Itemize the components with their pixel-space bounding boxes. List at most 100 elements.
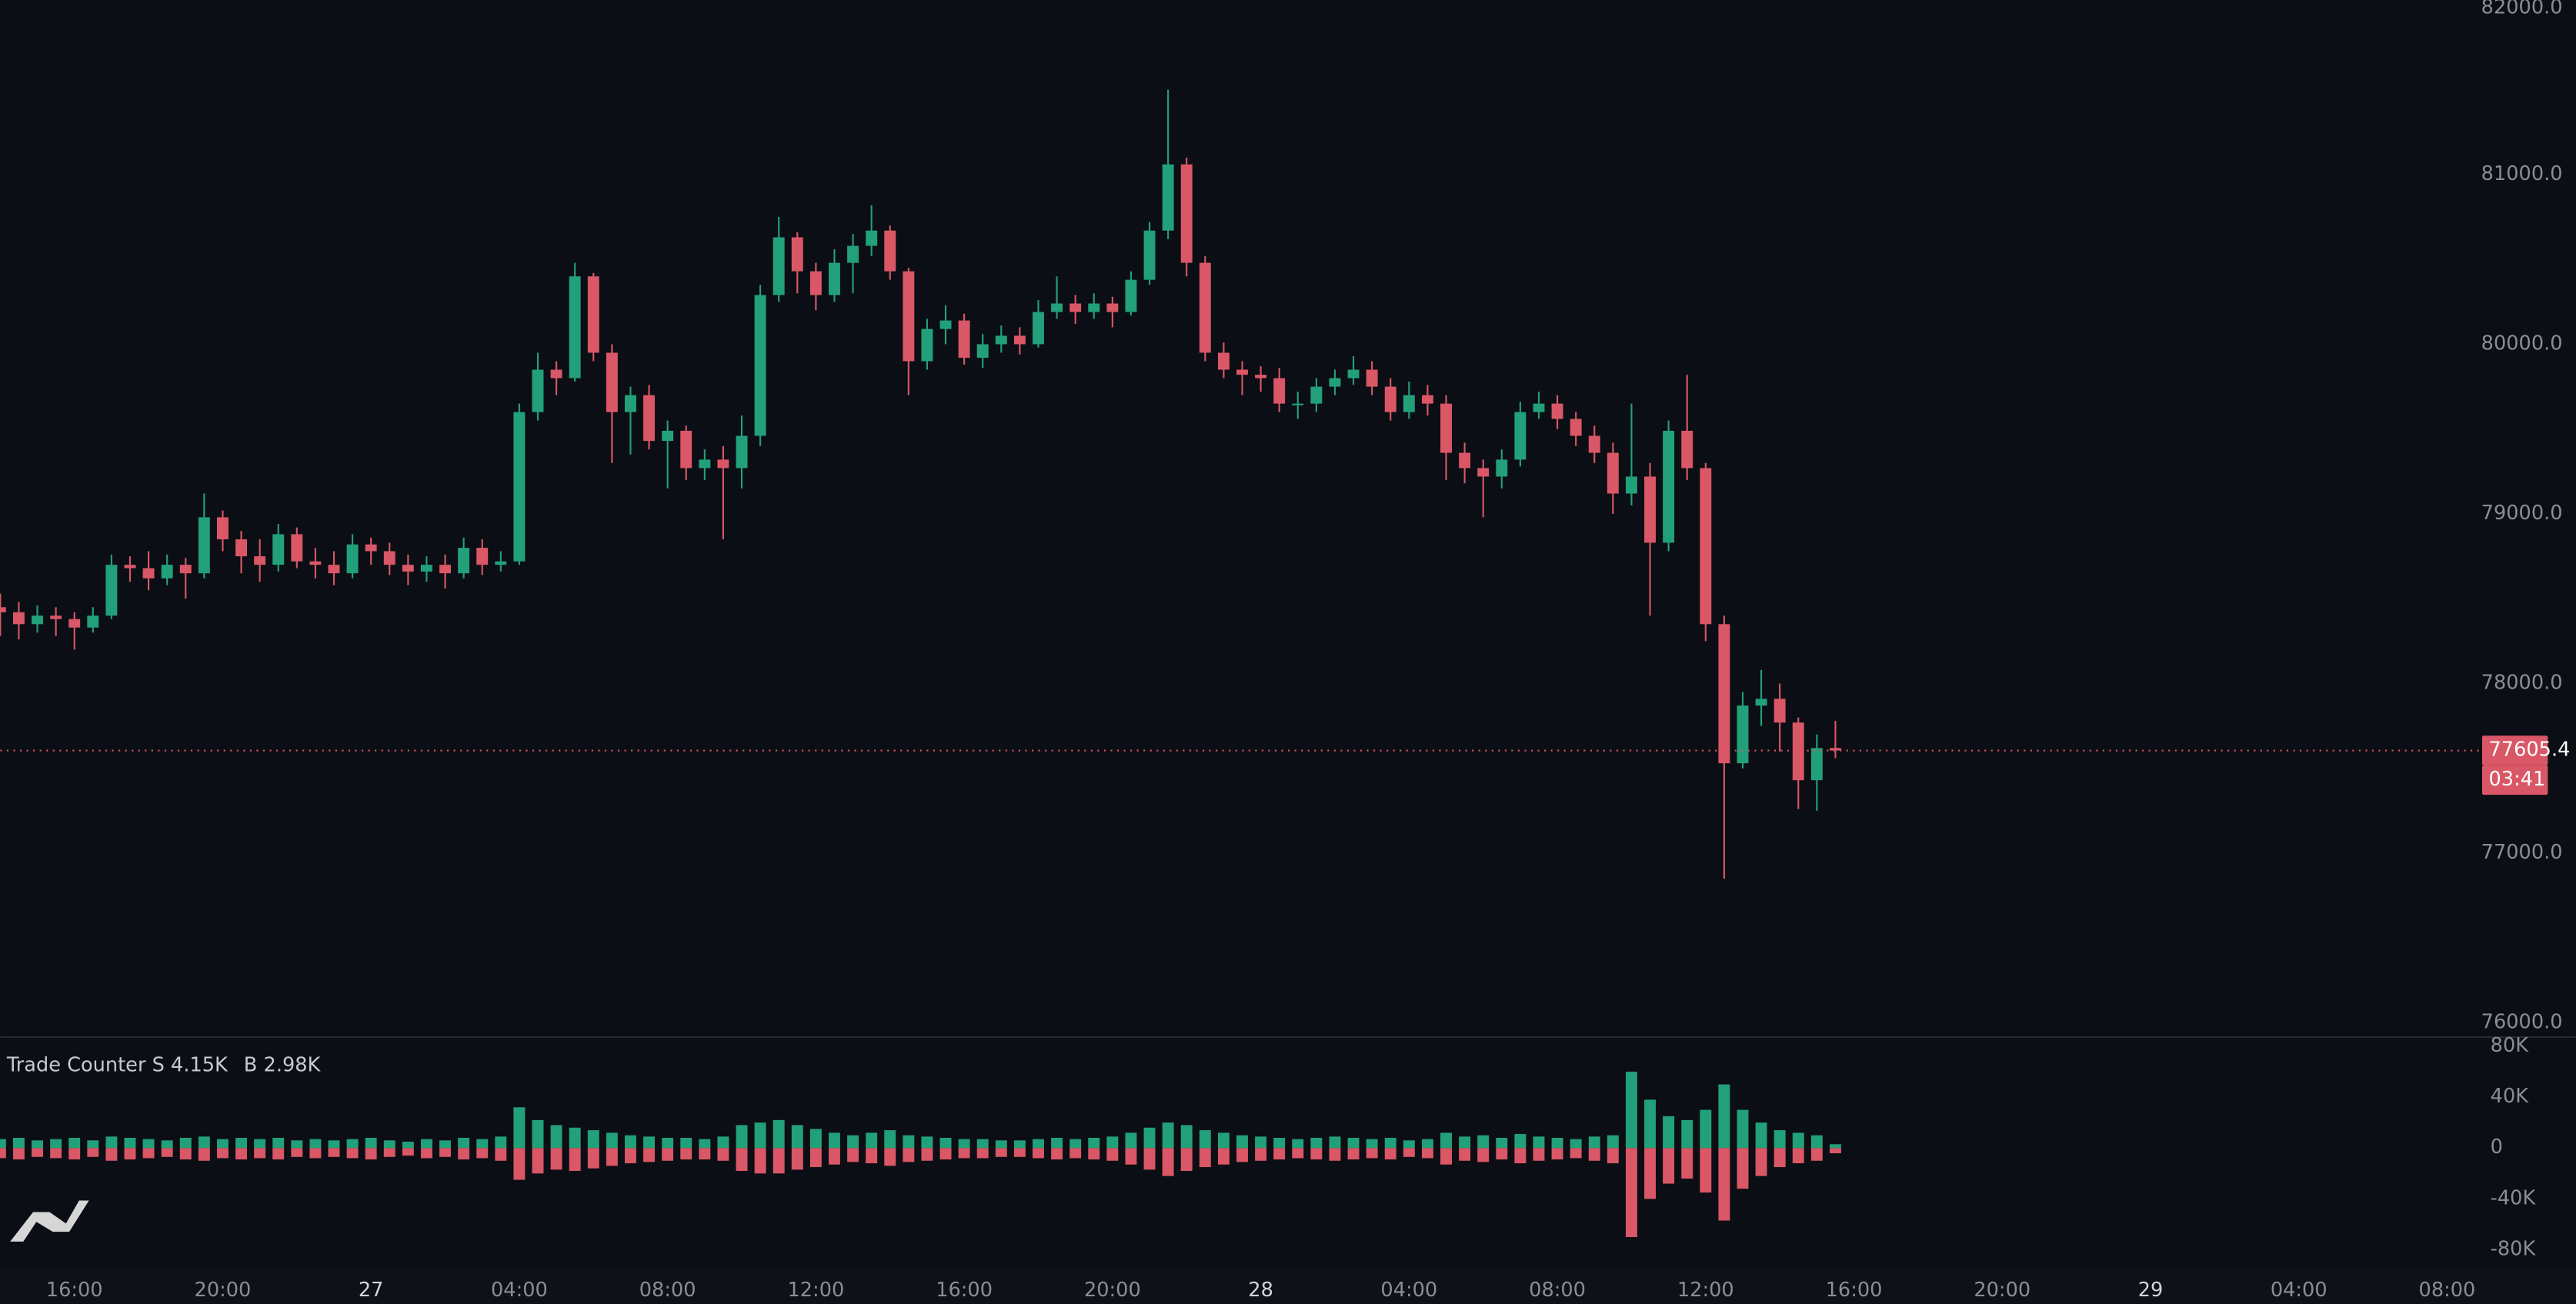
volume-bar — [995, 1148, 1007, 1157]
candle-body — [754, 295, 766, 436]
candle-body — [1033, 312, 1044, 345]
volume-bar — [291, 1148, 303, 1157]
legend-value: 4.15K — [171, 1053, 229, 1076]
candle-body — [1106, 303, 1119, 312]
x-tick-label: 04:00 — [2271, 1279, 2327, 1302]
volume-bar — [1199, 1130, 1211, 1149]
volume-bar — [1069, 1139, 1082, 1149]
volume-bar — [1347, 1138, 1360, 1149]
volume-bar — [1236, 1135, 1248, 1149]
volume-bar — [1051, 1148, 1063, 1160]
volume-bar — [532, 1119, 544, 1149]
volume-bar — [1681, 1148, 1693, 1179]
candle-body — [402, 565, 414, 572]
volume-bar — [976, 1139, 989, 1149]
candle-body — [12, 612, 25, 625]
volume-bar — [587, 1130, 599, 1149]
x-tick-label: 29 — [2138, 1279, 2164, 1302]
volume-bar — [921, 1136, 933, 1149]
volume-bar — [903, 1135, 915, 1149]
volume-bar — [1143, 1148, 1156, 1170]
candle-body — [124, 565, 136, 569]
volume-bar — [1792, 1148, 1804, 1164]
volume-bar — [1033, 1139, 1044, 1149]
candle-body — [383, 551, 395, 565]
volume-bar — [772, 1148, 785, 1174]
candle-body — [1774, 699, 1786, 723]
volume-bar — [1681, 1119, 1693, 1149]
candle-body — [1069, 303, 1082, 312]
candle-body — [32, 615, 43, 625]
volume-bar — [884, 1148, 896, 1166]
volume-bar — [1366, 1139, 1378, 1149]
volume-bar — [866, 1148, 878, 1164]
candle-body — [1051, 303, 1063, 312]
volume-bar — [1829, 1148, 1841, 1154]
volume-bar — [291, 1140, 303, 1149]
volume-bar — [1125, 1132, 1137, 1149]
candle-body — [420, 565, 432, 572]
candle-body — [1477, 468, 1490, 477]
candle-body — [1588, 435, 1600, 453]
x-tick-label: 20:00 — [195, 1279, 252, 1302]
volume-bar — [12, 1138, 25, 1149]
indicator-title: Trade Counter — [6, 1053, 146, 1076]
volume-bar — [1310, 1138, 1323, 1149]
candle-body — [476, 548, 489, 565]
volume-bar — [1051, 1138, 1063, 1149]
volume-bar — [495, 1148, 507, 1161]
candle-body — [291, 534, 303, 562]
volume-bar — [1217, 1148, 1230, 1165]
y-tick-label: 77000.0 — [2481, 841, 2563, 864]
volume-bar — [1033, 1148, 1044, 1159]
volume-bar — [1459, 1136, 1471, 1149]
volume-bar — [254, 1139, 266, 1149]
volume-bar — [1180, 1125, 1193, 1149]
volume-bar — [1292, 1139, 1304, 1149]
candle-body — [1180, 164, 1193, 263]
candle-body — [1496, 459, 1508, 477]
volume-bar — [179, 1138, 192, 1149]
volume-bar — [1588, 1136, 1600, 1149]
volume-bar — [1440, 1148, 1452, 1165]
volume-bar — [513, 1107, 526, 1149]
volume-bar — [0, 1139, 6, 1149]
volume-bar — [1810, 1135, 1823, 1149]
volume-bar — [662, 1148, 674, 1161]
volume-bar — [1774, 1130, 1786, 1149]
volume-bar — [643, 1148, 656, 1162]
volume-bar — [1718, 1148, 1730, 1221]
candle-body — [1570, 419, 1582, 436]
candle-body — [532, 369, 544, 412]
volume-bar — [235, 1138, 248, 1149]
candle-body — [495, 561, 507, 565]
candle-body — [866, 230, 878, 246]
volume-bar — [1088, 1148, 1100, 1160]
x-tick-label: 12:00 — [1677, 1279, 1734, 1302]
candle-body — [1366, 369, 1378, 387]
volume-bar — [458, 1138, 470, 1149]
candle-body — [216, 517, 229, 540]
volume-bar — [643, 1136, 656, 1149]
volume-bar — [1755, 1148, 1767, 1176]
x-tick-label: 16:00 — [46, 1279, 103, 1302]
candle-body — [439, 565, 452, 574]
x-tick-label: 27 — [359, 1279, 384, 1302]
volume-bar — [142, 1139, 155, 1149]
y-tick-label: 76000.0 — [2481, 1011, 2563, 1034]
volume-bar — [1069, 1148, 1082, 1159]
candle-body — [903, 271, 915, 362]
volume-bar — [161, 1140, 173, 1149]
logo[interactable] — [10, 1200, 89, 1242]
volume-bar — [235, 1148, 248, 1160]
candle-body — [680, 430, 692, 469]
volume-bar — [1718, 1084, 1730, 1149]
candle-body — [958, 320, 970, 359]
candle-body — [1533, 403, 1545, 412]
indicator-tick-label: 80K — [2491, 1034, 2530, 1057]
volume-bar — [587, 1148, 599, 1169]
volume-bar — [179, 1148, 192, 1160]
volume-bar — [105, 1148, 118, 1161]
y-tick-label: 80000.0 — [2481, 332, 2563, 355]
